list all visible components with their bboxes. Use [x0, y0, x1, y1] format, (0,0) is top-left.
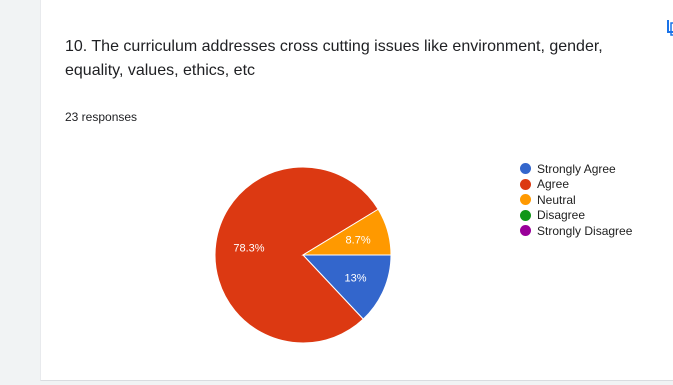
legend-item-disagree[interactable]: Disagree: [520, 208, 632, 224]
legend-swatch: [520, 209, 531, 221]
pie-slice-agree[interactable]: [214, 166, 379, 344]
pie-chart: 13% 78.3% 8.7%: [214, 166, 392, 344]
response-count: 23 responses: [65, 110, 138, 124]
legend-swatch: [520, 163, 531, 175]
legend-swatch: [520, 194, 531, 206]
pie-slice-neutral[interactable]: [301, 208, 392, 256]
legend-item-agree[interactable]: Agree: [520, 177, 632, 193]
copy-icon[interactable]: [666, 20, 673, 36]
legend-swatch: [520, 225, 531, 237]
legend-label: Neutral: [537, 192, 576, 207]
legend-label: Strongly Agree: [537, 161, 616, 176]
legend-swatch: [520, 178, 531, 190]
legend-item-strongly-agree[interactable]: Strongly Agree: [520, 161, 632, 177]
question-card: 10. The curriculum addresses cross cutti…: [40, 0, 673, 381]
legend-item-strongly-disagree[interactable]: Strongly Disagree: [520, 223, 632, 239]
slice-label-strongly-agree: 13%: [344, 273, 366, 285]
pie-slice-strongly-agree[interactable]: [301, 254, 392, 320]
legend-label: Agree: [537, 177, 570, 192]
question-title: 10. The curriculum addresses cross cutti…: [65, 38, 603, 79]
chart-legend: Strongly Agree Agree Neutral Disagree Strong…: [520, 161, 632, 239]
legend-item-neutral[interactable]: Neutral: [520, 192, 632, 208]
slice-label-agree: 78.3%: [233, 243, 264, 255]
legend-label: Disagree: [537, 208, 586, 223]
legend-label: Strongly Disagree: [537, 223, 633, 238]
slice-label-neutral: 8.7%: [346, 235, 371, 247]
